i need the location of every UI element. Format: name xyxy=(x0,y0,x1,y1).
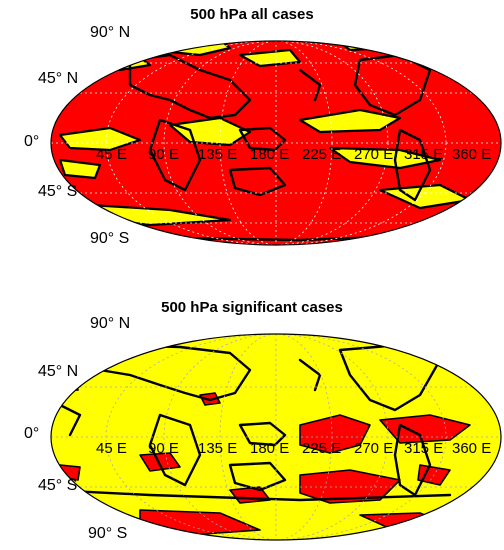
lon-label-360e: 360 E xyxy=(452,440,492,457)
lon-label-225e: 225 E xyxy=(302,146,342,163)
lon-label-90e: 90 E xyxy=(148,146,179,163)
lon-label-45e: 45 E xyxy=(96,440,127,457)
lat-label-0: 0° xyxy=(24,133,40,150)
lon-label-45e: 45 E xyxy=(96,146,127,163)
map-panel-significant-cases: 500 hPa significant cases xyxy=(0,275,504,550)
lat-label-90n: 90° N xyxy=(90,24,131,41)
lon-label-180e: 180 E xyxy=(250,146,290,163)
lat-label-45s: 45° S xyxy=(38,183,78,200)
lon-label-135e: 135 E xyxy=(198,146,238,163)
lat-label-45n: 45° N xyxy=(38,70,79,87)
lon-label-315e: 315 E xyxy=(404,146,444,163)
lat-label-90s: 90° S xyxy=(90,230,130,247)
lon-label-270e: 270 E xyxy=(354,440,394,457)
lat-label-90n: 90° N xyxy=(90,315,131,332)
lat-label-0: 0° xyxy=(24,425,40,442)
graticule xyxy=(51,41,501,245)
robinson-map xyxy=(50,333,502,541)
map-panel-all-cases: 500 hPa all cases xyxy=(0,0,504,270)
robinson-map xyxy=(50,40,502,246)
map-border xyxy=(50,333,502,541)
lon-label-225e: 225 E xyxy=(302,440,342,457)
map-border xyxy=(50,40,502,246)
lon-label-270e: 270 E xyxy=(354,146,394,163)
lat-label-90s: 90° S xyxy=(88,525,128,542)
lon-label-360e: 360 E xyxy=(452,146,492,163)
lat-label-45s: 45° S xyxy=(38,477,78,494)
lon-label-315e: 315 E xyxy=(404,440,444,457)
coastlines xyxy=(51,343,452,502)
panel-title: 500 hPa all cases xyxy=(190,6,314,23)
graticule xyxy=(51,334,501,540)
panel-title: 500 hPa significant cases xyxy=(161,299,343,316)
lon-label-135e: 135 E xyxy=(198,440,238,457)
lon-label-90e: 90 E xyxy=(148,440,179,457)
lon-label-180e: 180 E xyxy=(250,440,290,457)
lat-label-45n: 45° N xyxy=(38,363,79,380)
